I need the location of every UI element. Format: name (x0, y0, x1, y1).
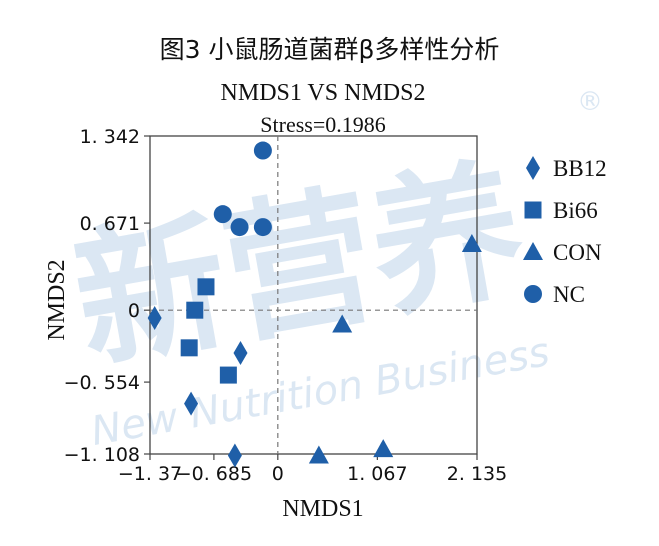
chart-title: NMDS1 VS NMDS2 (221, 80, 426, 106)
x-tick-label: −1. 37 (118, 463, 182, 485)
legend-item: BB12 (526, 156, 607, 181)
y-axis-ticks: 1. 342 0. 671 0 −0. 554 −1. 108 (64, 126, 150, 466)
data-point-diamond (227, 443, 242, 468)
legend-label: Bi66 (553, 198, 598, 223)
data-point-square (186, 301, 204, 319)
legend-marker-diamond (526, 156, 540, 180)
legend-marker-triangle (523, 242, 543, 260)
legend: BB12 Bi66 CON NC (523, 156, 607, 307)
data-point-square (197, 278, 215, 296)
data-point-diamond (184, 391, 199, 416)
data-point-circle (253, 218, 272, 237)
legend-marker-circle (524, 285, 542, 303)
y-axis-label: NMDS2 (44, 259, 70, 340)
watermark-registered-mark: ® (577, 87, 603, 117)
figure-title: 图3 小鼠肠道菌群β多样性分析 (159, 35, 500, 64)
reference-lines (150, 136, 477, 454)
legend-item: NC (524, 282, 585, 307)
y-tick-label: 1. 342 (80, 126, 140, 148)
data-point-circle (213, 205, 232, 224)
watermark: 新营养 New Nutrition Business ® (63, 87, 603, 455)
x-axis-ticks: −1. 37−0. 685 0 1. 067 2. 135 (118, 454, 507, 485)
x-tick-label: −0. 685 (176, 463, 252, 485)
x-tick-label: 2. 135 (447, 463, 507, 485)
legend-item: CON (523, 240, 602, 265)
data-point-square (219, 366, 237, 384)
legend-label: CON (553, 240, 602, 265)
x-tick-label: 1. 067 (347, 463, 407, 485)
plot-frame (149, 135, 478, 455)
y-tick-label: −1. 108 (64, 444, 140, 466)
data-points (147, 141, 482, 468)
data-point-circle (253, 141, 272, 160)
data-point-diamond (233, 341, 248, 366)
y-tick-label: 0. 671 (80, 213, 140, 235)
series-bb12 (147, 305, 248, 468)
series-con (308, 233, 482, 464)
data-point-square (180, 339, 198, 357)
series-nc (213, 141, 272, 237)
data-point-circle (230, 218, 249, 237)
chart-subtitle: Stress=0.1986 (260, 112, 385, 137)
data-point-triangle (373, 439, 394, 458)
legend-marker-square (524, 201, 542, 219)
legend-label: NC (553, 282, 585, 307)
legend-label: BB12 (553, 156, 607, 181)
x-axis-label: NMDS1 (282, 496, 363, 522)
data-point-triangle (461, 233, 482, 252)
x-tick-label: 0 (272, 463, 284, 485)
data-point-triangle (308, 445, 329, 464)
y-tick-label: −0. 554 (64, 372, 140, 394)
legend-item: Bi66 (524, 198, 598, 223)
series-bi66 (180, 278, 237, 384)
data-point-triangle (332, 314, 353, 333)
y-tick-label: 0 (128, 300, 140, 322)
data-point-diamond (147, 305, 162, 330)
